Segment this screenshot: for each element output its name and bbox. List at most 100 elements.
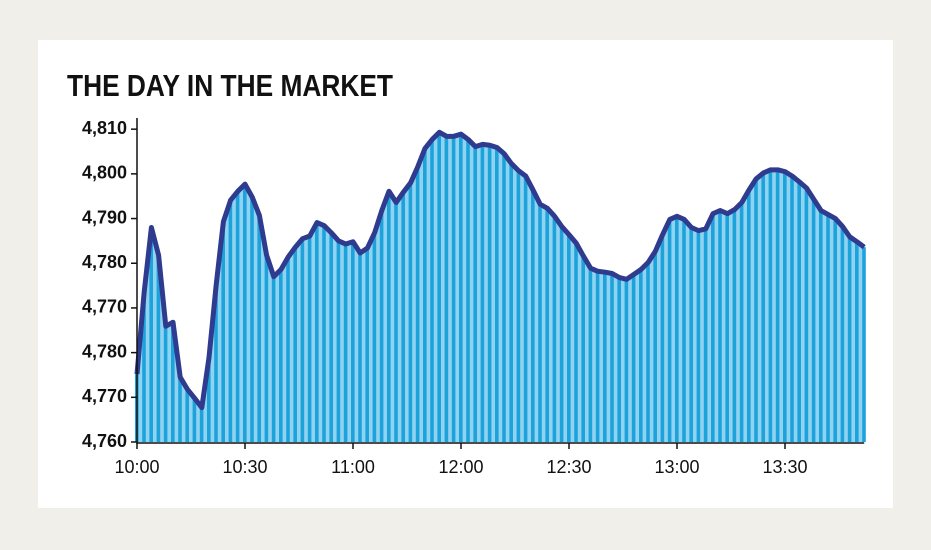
x-tick-label: 13:00: [654, 457, 699, 477]
x-tick-label: 10:00: [114, 457, 159, 477]
stripe: [401, 192, 405, 442]
stripe: [480, 144, 485, 443]
stripe: [315, 222, 319, 442]
stripe: [847, 236, 852, 442]
stripe: [199, 407, 204, 442]
stripe: [300, 238, 305, 442]
chart-title: THE DAY IN THE MARKET: [67, 68, 393, 103]
stripe: [149, 227, 153, 442]
stripe: [653, 251, 657, 442]
stripe: [336, 240, 341, 442]
stripe: [286, 256, 290, 442]
stripe: [156, 255, 161, 442]
stripe: [163, 326, 168, 442]
stripe: [567, 234, 571, 442]
stripe: [588, 268, 593, 442]
stripe: [595, 271, 600, 442]
stripe: [768, 169, 773, 442]
stripe: [214, 284, 218, 442]
y-tick-label: 4,760: [82, 431, 127, 451]
stripe: [804, 188, 809, 442]
stripe: [783, 171, 787, 443]
stripe: [862, 247, 866, 442]
stripe: [415, 166, 420, 442]
stripe: [703, 228, 708, 442]
y-tick-label: 4,810: [82, 118, 127, 138]
stripe: [509, 163, 513, 443]
y-tick-label: 4,790: [82, 207, 127, 227]
stripe: [833, 218, 837, 442]
stripe: [819, 210, 823, 442]
stripe: [243, 184, 247, 442]
stripe: [840, 226, 845, 442]
stripe: [552, 216, 557, 442]
y-tick-label: 4,770: [82, 297, 127, 317]
stripe: [365, 248, 369, 442]
stripe: [451, 136, 456, 442]
y-tick-label: 4,800: [82, 163, 127, 183]
stripe: [855, 241, 859, 442]
stripe: [826, 214, 830, 442]
stripe: [142, 291, 146, 442]
x-tick-label: 11:00: [331, 457, 375, 477]
stripe: [790, 176, 794, 442]
stripe: [682, 219, 686, 442]
stripe: [351, 241, 355, 442]
stripe: [466, 139, 470, 442]
stripe: [761, 172, 765, 443]
line: [134, 129, 866, 411]
stripe: [502, 153, 506, 443]
stripe: [322, 225, 326, 442]
stripe: [495, 147, 499, 442]
stripe: [711, 213, 715, 442]
stripe: [696, 230, 701, 442]
x-tick-label: 10:30: [222, 457, 267, 477]
stripe: [516, 170, 521, 442]
stripe: [624, 279, 629, 442]
y-tick-label: 4,780: [82, 252, 127, 272]
stripe: [523, 176, 528, 442]
stripe: [221, 221, 225, 442]
stripe: [646, 262, 650, 442]
stripe: [379, 210, 384, 442]
stripe: [559, 226, 564, 442]
stripe: [279, 269, 283, 442]
stripe: [531, 189, 535, 442]
x-tick-label: 12:00: [438, 457, 483, 477]
stripe: [228, 200, 233, 442]
stripe: [754, 178, 758, 442]
stripe: [444, 136, 449, 442]
stripe: [329, 232, 333, 442]
stripe: [343, 244, 348, 442]
stripe: [667, 219, 672, 442]
stripe: [185, 389, 189, 442]
x-tick-label: 13:30: [762, 457, 807, 477]
stripe: [747, 189, 751, 442]
stripe: [639, 269, 643, 442]
stripe: [257, 215, 261, 442]
stripe: [171, 322, 175, 442]
stripe: [811, 199, 816, 442]
stripe: [732, 209, 737, 442]
stripe: [718, 210, 722, 442]
stripe: [358, 252, 362, 442]
stripe: [487, 145, 492, 443]
stripe: [387, 191, 391, 442]
x-tick-label: 12:30: [546, 457, 591, 477]
stripe: [207, 357, 211, 442]
stripe: [797, 181, 801, 443]
stripe: [408, 182, 413, 443]
stripe: [293, 247, 297, 442]
stripe: [437, 132, 441, 442]
stripe: [178, 377, 182, 442]
stripe: [473, 146, 477, 442]
y-tick-label: 4,780: [82, 341, 127, 361]
stripe: [250, 197, 254, 442]
stripe: [307, 235, 312, 442]
stripe: [725, 213, 729, 442]
stripe: [660, 234, 665, 442]
stripe: [264, 255, 269, 442]
stripe: [372, 232, 377, 442]
stripe: [689, 227, 693, 442]
